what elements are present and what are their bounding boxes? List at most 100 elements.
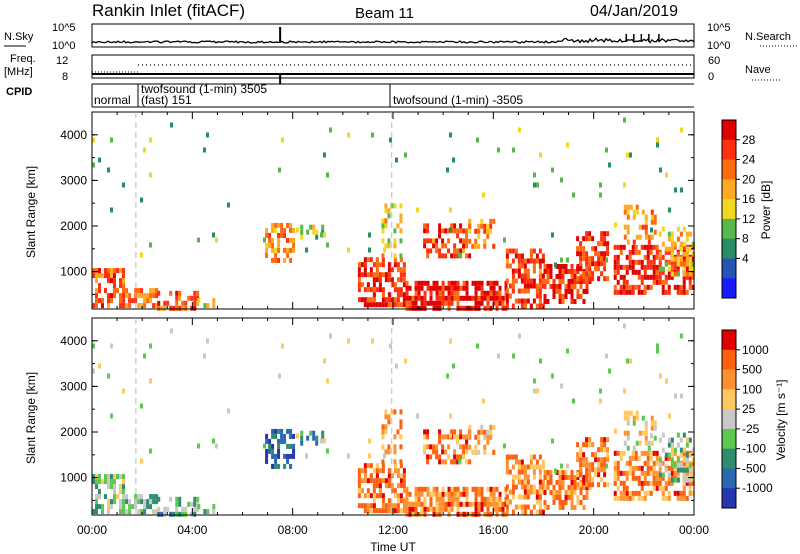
- power-cell: [116, 268, 119, 274]
- velocity-cell: [393, 493, 397, 499]
- velocity-cell: [134, 504, 138, 510]
- velocity-cell: [588, 484, 592, 490]
- velocity-cell: [441, 501, 445, 507]
- power-cell: [396, 262, 400, 268]
- velocity-cell: [538, 474, 542, 480]
- power-cell: [673, 256, 677, 262]
- power-cell: [535, 258, 539, 264]
- cpid-seg-normal: normal: [94, 93, 131, 107]
- velocity-cell: [110, 499, 113, 505]
- velocity-cell: [137, 499, 141, 505]
- velocity-cell: [462, 511, 466, 517]
- velocity-cell: [529, 509, 533, 515]
- velocity-cell: [558, 494, 562, 500]
- velocity-cell: [529, 459, 533, 465]
- power-cell: [474, 290, 478, 296]
- power-cell: [268, 237, 272, 243]
- velocity-cell: [449, 413, 452, 419]
- velocity-cell: [673, 490, 677, 496]
- velocity-cell: [561, 484, 565, 490]
- power-cell: [474, 243, 478, 249]
- x-tick-label: 16:00: [478, 523, 508, 537]
- power-cell: [369, 272, 373, 278]
- velocity-cell: [326, 378, 329, 384]
- velocity-cell: [444, 459, 448, 465]
- velocity-cell: [432, 449, 436, 455]
- velocity-cell: [670, 447, 674, 453]
- power-cell: [360, 297, 364, 303]
- power-cell: [585, 261, 589, 267]
- power-cell: [649, 259, 653, 265]
- velocity-cell: [280, 438, 284, 444]
- velocity-cell: [655, 460, 659, 466]
- power-cell: [203, 303, 207, 309]
- power-cell: [363, 267, 367, 273]
- cpid-seg-2-line1: twofsound (1-min) 3505: [141, 82, 267, 96]
- power-cell: [529, 253, 533, 259]
- velocity-cell: [561, 479, 565, 485]
- power-cell: [450, 280, 454, 286]
- power-cell: [582, 236, 586, 242]
- power-cell: [622, 244, 626, 250]
- power-cell: [280, 227, 284, 233]
- power-cell: [517, 298, 521, 304]
- velocity-cell: [658, 462, 662, 468]
- velocity-cell: [265, 453, 269, 459]
- power-cell: [399, 292, 403, 298]
- velocity-cell: [277, 463, 281, 469]
- velocity-cell: [280, 433, 284, 439]
- velocity-cell: [206, 338, 209, 344]
- power-cell: [160, 305, 164, 311]
- power-cell: [384, 302, 388, 308]
- velocity-cell: [652, 485, 656, 491]
- velocity-cell: [679, 462, 683, 468]
- power-cell: [641, 209, 645, 215]
- power-cell: [523, 288, 527, 294]
- velocity-cell: [658, 475, 662, 481]
- velocity-cell: [227, 408, 230, 414]
- velocity-cell: [605, 463, 608, 469]
- power-cell: [650, 227, 653, 233]
- power-cell: [658, 256, 662, 262]
- colorbar-segment: [722, 258, 736, 279]
- power-cell: [526, 298, 530, 304]
- power-cell: [658, 231, 662, 237]
- velocity-cell: [122, 509, 126, 515]
- velocity-cell: [423, 429, 427, 435]
- velocity-cell: [363, 468, 367, 474]
- power-cell: [483, 228, 487, 234]
- power-cell: [526, 273, 530, 279]
- power-cell: [438, 300, 442, 306]
- power-cell: [193, 305, 197, 311]
- velocity-cell: [320, 438, 323, 444]
- power-cell: [122, 288, 125, 294]
- power-cell: [414, 290, 418, 296]
- velocity-cell: [399, 424, 403, 430]
- power-cell: [323, 152, 326, 158]
- power-cell: [564, 288, 568, 294]
- power-cell: [408, 305, 412, 311]
- velocity-cell: [529, 484, 533, 490]
- power-cell: [366, 302, 370, 308]
- nsky-panel: [91, 23, 695, 48]
- velocity-cell: [523, 494, 527, 500]
- power-cell: [286, 252, 290, 258]
- power-cell: [480, 280, 484, 286]
- velocity-cell: [408, 491, 412, 497]
- power-cell: [372, 282, 376, 288]
- power-cell: [399, 218, 403, 224]
- power-cell: [670, 246, 674, 252]
- velocity-cell: [140, 494, 144, 500]
- power-cell: [676, 226, 680, 232]
- velocity-cell: [492, 491, 496, 497]
- freq-tick-bottom: 8: [62, 71, 68, 83]
- power-cell: [383, 247, 386, 253]
- power-cell: [549, 268, 553, 274]
- velocity-cell: [119, 474, 122, 480]
- velocity-cell: [149, 499, 153, 505]
- velocity-cell: [685, 467, 689, 473]
- power-cell: [576, 288, 580, 294]
- power-cell: [393, 262, 397, 268]
- velocity-cell: [585, 484, 589, 490]
- velocity-cell: [459, 491, 463, 497]
